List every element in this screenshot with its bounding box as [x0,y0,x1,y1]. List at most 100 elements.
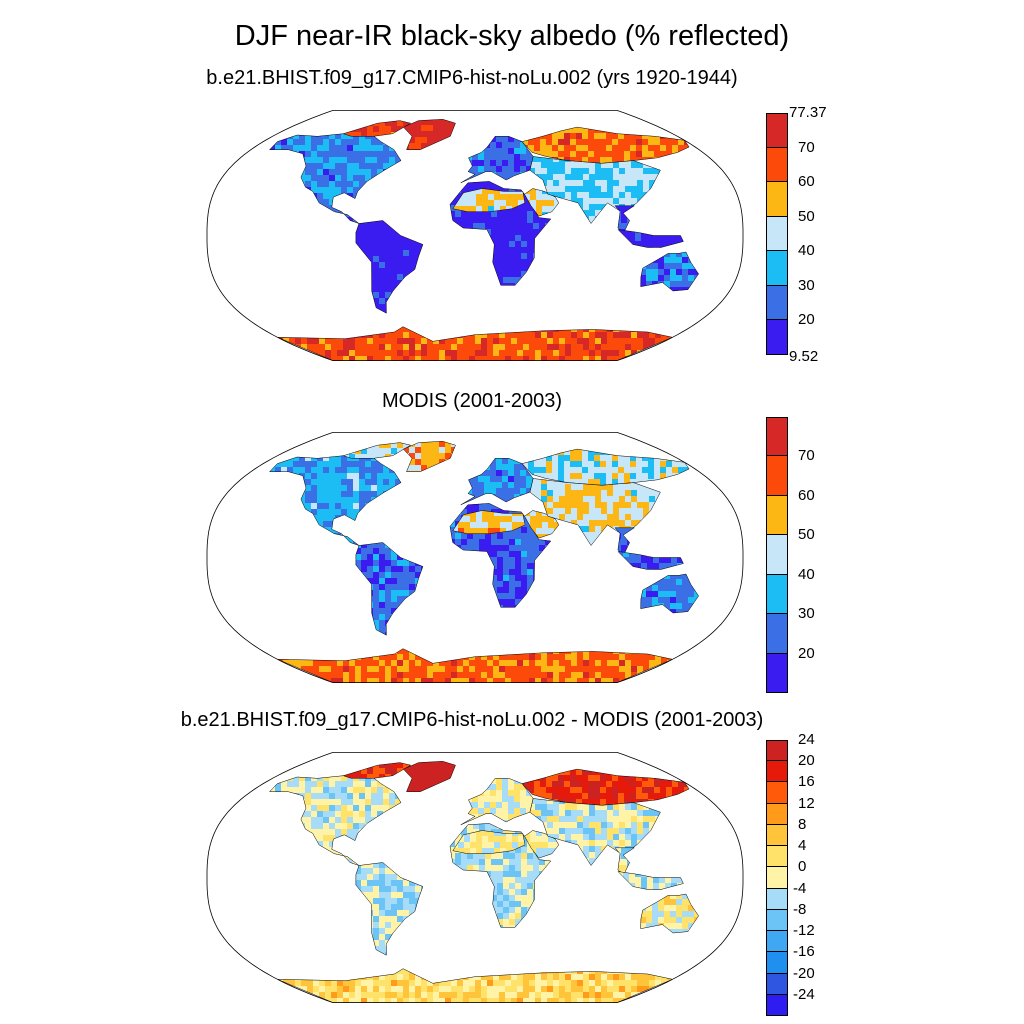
map-border [206,752,744,1003]
region-central-asia [529,478,661,546]
colorbar-tick-label: -12 [793,922,815,940]
colorbar-tick-label: -4 [793,879,807,897]
region-antarctica [277,968,673,1003]
coastline [342,762,412,779]
colorbar-segment [766,973,788,995]
coastline [524,510,560,539]
colorbar-tick-label: 24 [798,731,815,748]
colorbar-tick-label: 40 [798,565,815,583]
colorbar-segment [766,888,788,910]
coastline [529,478,661,546]
colorbar-segment [766,824,788,847]
region-central-asia [529,156,661,224]
panel-title-obs: MODIS (2001-2003) [381,390,563,412]
colorbar-segment [766,574,788,615]
colorbar-segment [766,147,788,183]
colorbar-tick-label: 40 [798,242,815,260]
coastline [617,229,684,248]
colorbar-tick-label: 4 [798,837,807,855]
colorbar-segment [766,113,788,148]
region-australia [640,252,699,291]
region-antarctica [277,326,673,361]
colorbar-max-label: 77.37 [789,104,827,121]
coastline [269,455,402,546]
coastline [617,871,684,890]
coastline [521,448,690,486]
colorbar-tick-label: 70 [798,447,815,465]
coastline [449,181,552,286]
colorbar-segment [766,740,788,762]
colorbar-segment [766,417,788,457]
colorbar-segment [766,285,788,321]
panel-title-model: b.e21.BHIST.f09_g17.CMIP6-hist-noLu.002 … [206,67,738,89]
colorbar-segment [766,456,788,496]
colorbar-diff [766,740,788,1016]
colorbar-tick-label: 0 [798,858,807,876]
colorbar-segment [766,535,788,575]
colorbar-segment [766,931,788,953]
coastline [640,893,699,934]
map-model [206,110,744,361]
coastline [355,542,424,636]
coastline [460,136,534,184]
coastline [342,442,412,459]
coastline [614,205,636,233]
region-north-america [269,775,401,866]
colorbar-obs [766,417,788,693]
coastline [355,220,424,314]
region-australia [640,894,699,933]
region-indonesia [617,871,684,890]
map-diff [206,752,744,1003]
colorbar-tick-label: -16 [793,943,815,961]
colorbar-tick-label: -8 [793,900,807,918]
coastline [640,573,699,614]
coastline [524,830,560,859]
region-north-america [269,455,401,546]
coastline [640,251,699,292]
colorbar-segment [766,761,788,783]
coastline [355,862,424,956]
colorbar-segment [766,909,788,932]
colorbar-tick-label: 20 [798,752,815,770]
colorbar-tick-label: 8 [798,815,807,833]
colorbar-segment [766,994,788,1016]
region-south-america [355,220,423,314]
figure-title: DJF near-IR black-sky albedo (% reflecte… [234,20,790,52]
region-indonesia [617,229,684,248]
region-indonesia [617,551,684,570]
colorbar-segment [766,867,788,889]
colorbar-min-label: 9.52 [789,348,819,365]
coastline [402,761,456,792]
coastline [452,830,526,854]
region-antarctica [277,648,673,683]
colorbar-tick-label: 50 [798,207,815,225]
coastline [452,188,526,212]
coastline [402,119,456,150]
coastline [521,768,690,806]
colorbar-tick-label: 12 [798,794,815,812]
colorbar-tick-label: 60 [798,173,815,191]
colorbar-tick-label: -20 [793,964,815,982]
colorbar-segment [766,182,788,217]
colorbar-tick-label: 60 [798,486,815,504]
map-border [206,110,744,361]
region-north-america [269,133,401,224]
colorbar-tick-label: 20 [798,644,815,662]
colorbar-tick-label: -24 [793,985,815,1003]
coastline [452,510,526,534]
colorbar-tick-label: 50 [798,526,815,544]
colorbar-tick-label: 70 [798,138,815,156]
colorbar-segment [766,803,788,825]
colorbar-segment [766,846,788,868]
colorbar-tick-label: 20 [798,311,815,329]
region-central-asia [529,798,661,866]
region-south-america [355,862,423,956]
coastline [529,156,661,224]
coastline [460,458,534,506]
map-border [206,432,744,683]
colorbar-tick-label: 30 [798,605,815,623]
colorbar-segment [766,614,788,654]
map-obs [206,432,744,683]
colorbar-segment [766,320,788,355]
region-australia [640,574,699,613]
